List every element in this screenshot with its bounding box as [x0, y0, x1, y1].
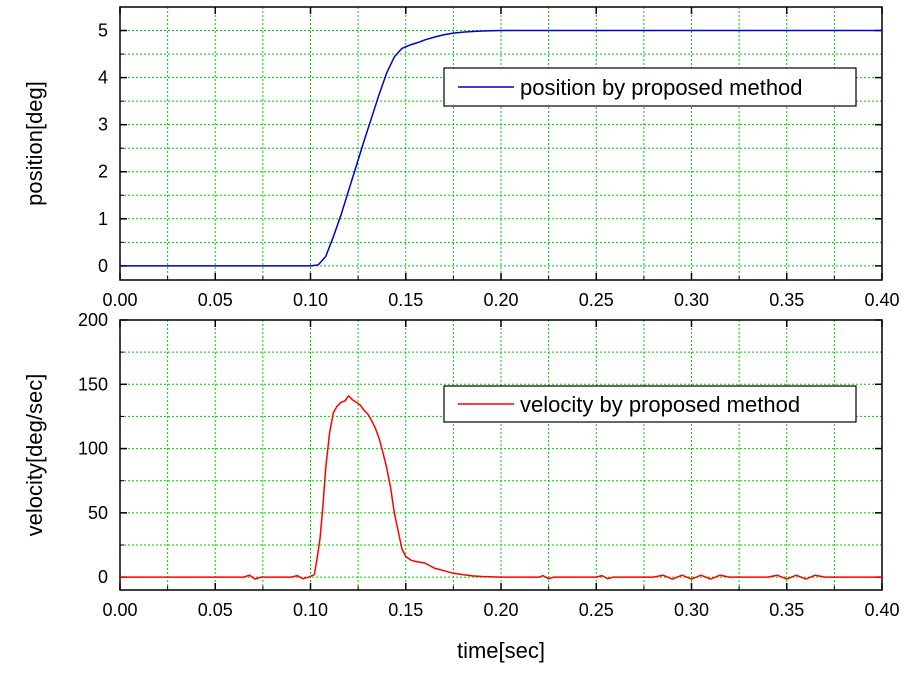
series-line-0 [120, 29, 882, 267]
y-axis-title: velocity[deg/sec] [22, 374, 47, 537]
x-tick-label: 0.05 [198, 600, 233, 620]
y-axis-title: position[deg] [22, 81, 47, 206]
x-tick-label: 0.05 [198, 290, 233, 310]
x-tick-label: 0.15 [388, 290, 423, 310]
x-axis-title: time[sec] [457, 638, 545, 663]
y-tick-label: 150 [78, 374, 108, 394]
legend-label: velocity by proposed method [520, 392, 800, 417]
x-tick-label: 0.35 [769, 600, 804, 620]
x-tick-label: 0.25 [579, 600, 614, 620]
x-tick-label: 0.25 [579, 290, 614, 310]
x-tick-label: 0.20 [483, 290, 518, 310]
x-tick-label: 0.00 [102, 600, 137, 620]
legend: velocity by proposed method [443, 385, 857, 423]
y-tick-label: 100 [78, 439, 108, 459]
x-tick-label: 0.40 [864, 600, 899, 620]
x-tick-label: 0.35 [769, 290, 804, 310]
y-tick-label: 5 [98, 21, 108, 41]
x-tick-label: 0.40 [864, 290, 899, 310]
x-tick-label: 0.20 [483, 600, 518, 620]
y-tick-label: 3 [98, 115, 108, 135]
x-tick-label: 0.10 [293, 600, 328, 620]
y-tick-label: 0 [98, 567, 108, 587]
y-tick-label: 4 [98, 68, 108, 88]
series-line-0 [120, 395, 882, 580]
y-tick-label: 50 [88, 503, 108, 523]
y-tick-label: 2 [98, 162, 108, 182]
x-tick-label: 0.30 [674, 290, 709, 310]
x-tick-label: 0.00 [102, 290, 137, 310]
legend-label: position by proposed method [520, 75, 803, 100]
y-tick-label: 200 [78, 310, 108, 330]
position-chart: 0.00 0.05 0.10 0.15 0.20 0.25 0.30 0.35 0.40 0 1 2 3… [22, 6, 900, 310]
y-tick-label: 1 [98, 209, 108, 229]
legend: position by proposed method [443, 67, 857, 107]
x-tick-label: 0.10 [293, 290, 328, 310]
x-tick-label: 0.30 [674, 600, 709, 620]
x-tick-label: 0.15 [388, 600, 423, 620]
velocity-chart: 0.00 0.05 0.10 0.15 0.20 0.25 0.30 0.35 0.40 0 50 1… [22, 310, 900, 663]
y-tick-label: 0 [98, 256, 108, 276]
